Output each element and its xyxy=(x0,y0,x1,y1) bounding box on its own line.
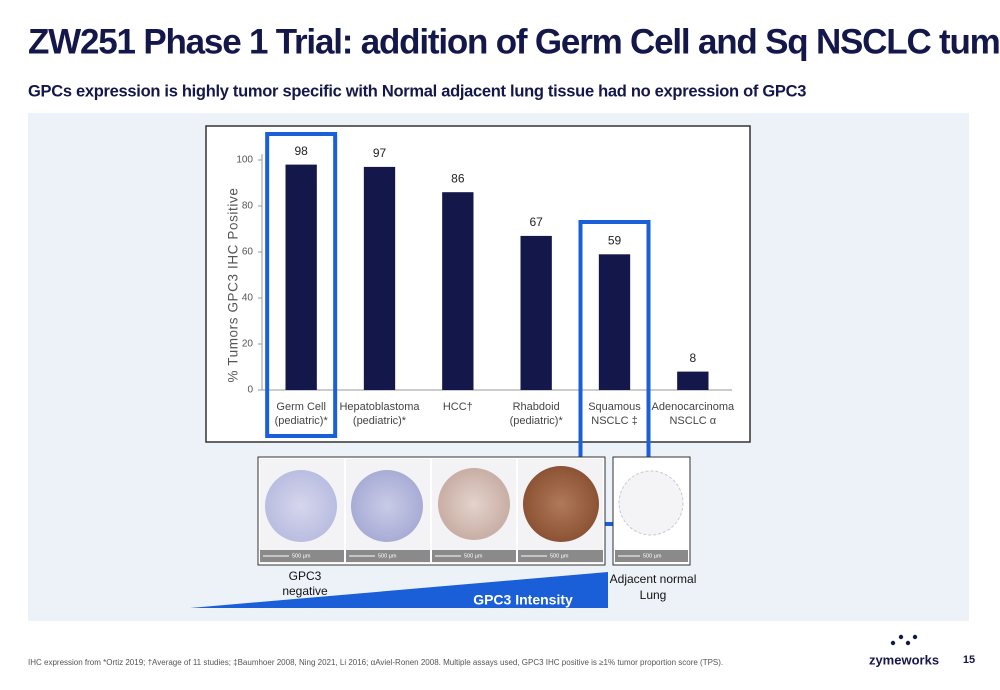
footnote: IHC expression from *Ortiz 2019; †Averag… xyxy=(28,658,723,667)
data-label: 98 xyxy=(294,144,308,158)
scale-strip xyxy=(615,550,688,562)
x-tick-label: Hepatoblastoma xyxy=(339,401,420,413)
y-tick-label: 80 xyxy=(242,201,254,212)
x-tick-label: (pediatric)* xyxy=(275,415,329,427)
bar xyxy=(363,166,396,390)
negative-label: GPC3 xyxy=(289,569,322,583)
highlight-box xyxy=(265,132,338,438)
bar xyxy=(442,192,474,390)
scale-label: 500 µm xyxy=(464,553,483,559)
tissue-core xyxy=(351,470,423,542)
scale-strip xyxy=(432,550,516,562)
x-tick-label: Rhabdoid xyxy=(513,401,560,413)
x-tick-label: Squamous xyxy=(588,401,641,413)
normal-label: Adjacent normal xyxy=(610,572,697,586)
tissue-core xyxy=(438,468,510,540)
data-label: 86 xyxy=(451,171,465,185)
logo-text: zymeworks xyxy=(869,652,939,667)
slide-title: ZW251 Phase 1 Trial: addition of Germ Ce… xyxy=(28,22,1000,61)
y-tick-label: 60 xyxy=(242,247,254,258)
x-tick-label: Germ Cell xyxy=(276,401,326,413)
logo: zymeworks xyxy=(869,634,939,667)
scale-label: 500 µm xyxy=(292,553,311,559)
bar xyxy=(598,254,631,390)
tissue-core xyxy=(523,466,599,542)
ihc-images: 500 µm 500 µm 500 µm 500 µm 500 µm xyxy=(257,456,691,566)
y-axis-label: % Tumors GPC3 IHC Positive xyxy=(226,188,241,383)
logo-dot xyxy=(912,634,918,640)
scale-strip xyxy=(518,550,603,562)
bar xyxy=(285,164,317,390)
normal-label: Lung xyxy=(640,588,667,602)
scale-strip xyxy=(260,550,344,562)
scale-label: 500 µm xyxy=(643,553,662,559)
x-tick-label: HCC† xyxy=(443,401,473,413)
x-tick-label: NSCLC α xyxy=(669,415,716,427)
tissue-core xyxy=(265,470,337,542)
y-tick-label: 20 xyxy=(242,339,254,350)
data-label: 67 xyxy=(529,215,543,229)
data-label: 97 xyxy=(373,146,387,160)
y-tick-label: 100 xyxy=(236,155,253,166)
intensity-wedge xyxy=(190,572,608,608)
bar-chart: % Tumors GPC3 IHC Positive 0 20 40 60 80 100 98… xyxy=(226,132,735,526)
x-tick-label: (pediatric)* xyxy=(353,415,407,427)
slide-subtitle: GPCs expression is highly tumor specific… xyxy=(28,82,806,100)
scale-strip xyxy=(346,550,430,562)
tissue-core xyxy=(618,470,684,536)
scale-label: 500 µm xyxy=(550,553,569,559)
data-label: 59 xyxy=(608,233,622,247)
logo-dot xyxy=(890,640,896,646)
x-tick-label: (pediatric)* xyxy=(510,415,564,427)
negative-label: negative xyxy=(282,584,328,598)
logo-dot xyxy=(905,640,911,646)
x-tick-label: NSCLC ‡ xyxy=(591,415,637,427)
y-tick-label: 0 xyxy=(247,385,253,396)
scale-label: 500 µm xyxy=(378,553,397,559)
x-tick-label: Adenocarcinoma xyxy=(652,401,735,413)
intensity-label: GPC3 Intensity xyxy=(473,592,573,608)
bar xyxy=(520,235,552,390)
logo-dot xyxy=(898,634,904,640)
bar xyxy=(677,371,709,390)
page-number: 15 xyxy=(963,654,975,666)
y-tick-label: 40 xyxy=(242,293,254,304)
data-label: 8 xyxy=(689,351,696,365)
